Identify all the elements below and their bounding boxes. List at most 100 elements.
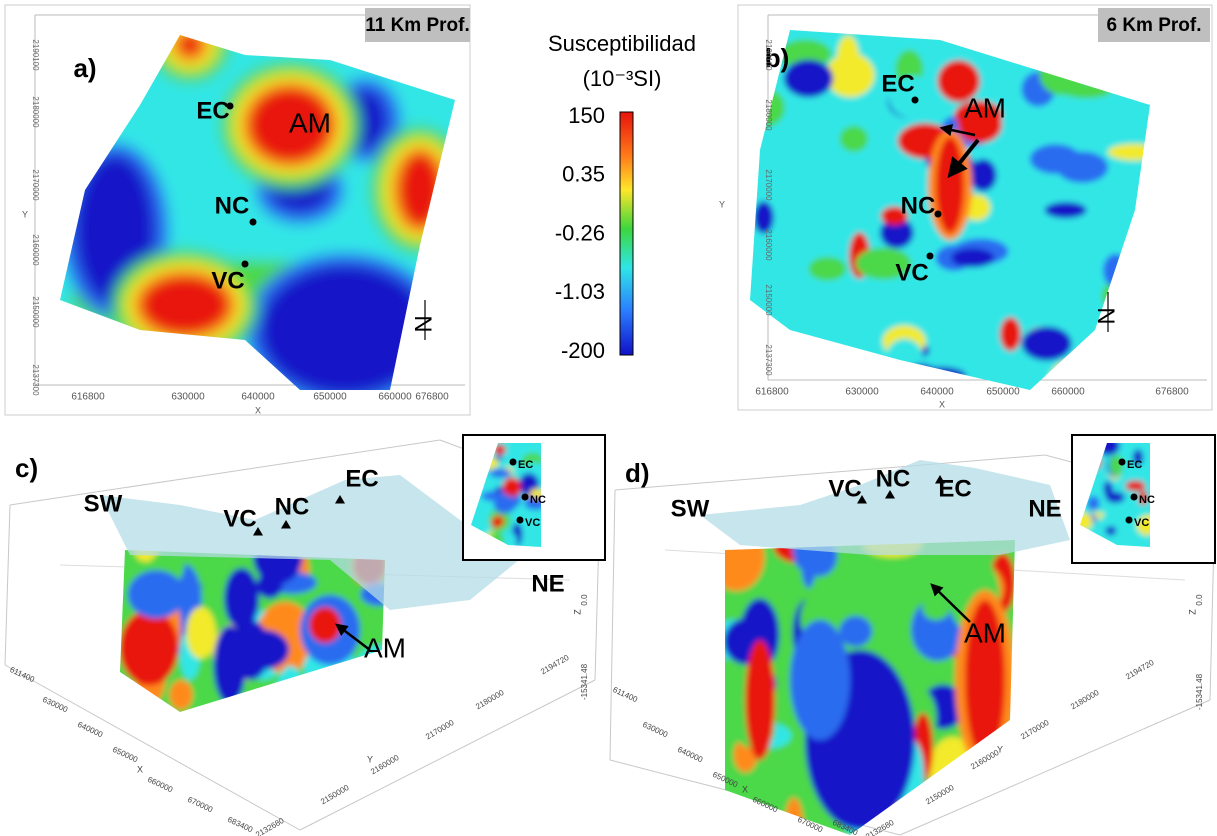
heat-blob	[1000, 317, 1021, 351]
direction-label: NE	[1028, 495, 1061, 522]
heat-blob	[503, 477, 522, 497]
colorbar-gradient	[620, 112, 633, 355]
x-tick-label: 630000	[171, 392, 205, 403]
x-tick-label: 640000	[76, 720, 104, 740]
heat-blob	[1105, 526, 1116, 535]
y-tick-label: 2150000	[924, 783, 956, 807]
y-tick-label: 2180000	[1069, 688, 1101, 712]
site-marker	[1119, 459, 1126, 466]
y-tick-label: 2190100	[764, 39, 773, 71]
x-tick-label: 676800	[1155, 387, 1189, 398]
colorbar-tick-label: -1.03	[555, 279, 605, 304]
x-tick-label: 650000	[111, 745, 139, 765]
heat-blob	[1108, 144, 1160, 161]
site-marker	[1126, 517, 1133, 524]
site-label: NC	[275, 493, 310, 520]
site-marker	[912, 97, 919, 104]
colorbar-unit: (10⁻³SI)	[583, 66, 662, 91]
heat-blob	[839, 616, 872, 647]
site-marker	[1131, 494, 1138, 501]
site-label: NC	[901, 192, 936, 219]
x-tick-label: 676800	[415, 392, 449, 403]
direction-label: NE	[531, 570, 564, 597]
site-label: VC	[211, 267, 244, 294]
heat-blob	[826, 53, 875, 97]
direction-label: SW	[84, 490, 123, 517]
heat-blob	[1106, 492, 1125, 503]
heat-blob	[1049, 361, 1088, 408]
inset-site-label: EC	[1127, 459, 1142, 471]
site-label: EC	[345, 465, 378, 492]
heat-blob	[1030, 144, 1081, 174]
y-tick-label: 2170000	[31, 169, 40, 201]
heat-blob	[1119, 261, 1173, 302]
y-tick-label: 2194720	[1124, 658, 1156, 682]
heat-blob	[1025, 24, 1073, 65]
z-axis-label: Z	[572, 609, 582, 615]
y-tick-label: 2180000	[764, 99, 773, 131]
site-label: NC	[876, 465, 911, 492]
z-tick-label: -15341.48	[1195, 673, 1204, 710]
z-axis-label: Z	[1187, 609, 1197, 615]
heat-blob	[309, 607, 341, 643]
x-tick-label: 683400	[226, 815, 254, 835]
heat-blob	[1062, 299, 1088, 322]
site-label: EC	[938, 475, 971, 502]
heat-blob	[1126, 344, 1155, 365]
heat-blob	[840, 126, 868, 152]
y-tick-label: 2160000	[31, 234, 40, 266]
y-axis-label: Y	[22, 209, 28, 219]
colorbar-tick-label: 0.35	[562, 162, 605, 187]
heat-blob	[886, 339, 923, 376]
y-tick-label: 2150000	[764, 284, 773, 316]
inset-site-label: EC	[518, 459, 533, 471]
y-tick-label: 2180000	[31, 96, 40, 128]
heat-blob	[178, 33, 202, 57]
site-marker	[517, 517, 524, 524]
site-label: AM	[289, 107, 331, 138]
x-tick-label: 660000	[1051, 387, 1085, 398]
heat-blob	[784, 60, 833, 98]
heat-blob	[951, 248, 994, 267]
x-tick-label: 630000	[845, 387, 879, 398]
y-tick-label: 2170000	[1019, 718, 1051, 742]
heat-blob	[275, 666, 305, 736]
heat-blob	[1104, 368, 1139, 410]
heat-blob	[840, 571, 898, 610]
x-tick-label: 660000	[146, 775, 174, 795]
y-axis-label: Y	[719, 199, 725, 209]
y-tick-label: 2137300	[31, 364, 40, 396]
y-tick-label: 2137300	[764, 344, 773, 376]
x-tick-label: 650000	[313, 392, 347, 403]
site-label: EC	[881, 70, 914, 97]
inset-site-label: VC	[525, 517, 540, 529]
heat-blob	[120, 610, 179, 685]
figure: 11 Km Prof. a) EC AM NC VC 616800 630000 640000 6…	[0, 0, 1217, 836]
heat-blob	[169, 680, 192, 710]
x-axis-label: X	[255, 405, 261, 415]
x-tick-label: 640000	[676, 745, 704, 765]
heat-blob	[936, 137, 964, 233]
panel-label: a)	[73, 53, 96, 83]
y-tick-label: 2180000	[474, 688, 506, 712]
colorbar-title: Susceptibilidad	[548, 31, 696, 56]
site-label: EC	[196, 97, 229, 124]
site-label: AM	[964, 92, 1006, 123]
site-label: AM	[364, 632, 406, 663]
heat-blob	[745, 640, 775, 760]
inset-site-label: NC	[1139, 494, 1155, 506]
heat-blob	[1087, 496, 1099, 510]
depth-label: 11 Km Prof.	[365, 15, 470, 36]
inset-site-label: NC	[530, 494, 546, 506]
heat-blob	[398, 152, 442, 228]
x-tick-label: 616800	[71, 392, 105, 403]
heat-blob	[1045, 202, 1087, 218]
depth-label: 6 Km Prof.	[1106, 15, 1201, 36]
heat-blob	[260, 265, 430, 395]
x-tick-label: 611400	[611, 685, 639, 704]
heat-blob	[319, 678, 339, 743]
site-marker	[522, 494, 529, 501]
north-label: N	[410, 315, 437, 332]
y-tick-label: 2160000	[369, 753, 401, 777]
site-marker	[510, 459, 517, 466]
